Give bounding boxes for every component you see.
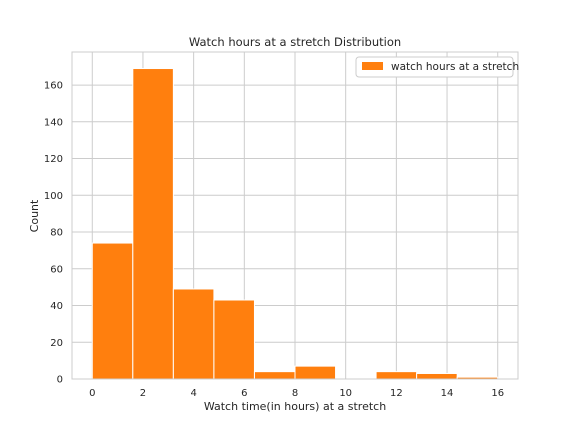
- x-tick-label: 0: [89, 388, 95, 399]
- legend-frame: [355, 56, 514, 78]
- y-tick-label: 20: [50, 338, 63, 349]
- x-tick-label: 10: [339, 388, 352, 399]
- x-tick-label: 4: [190, 388, 196, 399]
- legend: watch hours at a stretch: [355, 56, 519, 78]
- histogram-bars: [91, 68, 499, 380]
- y-tick-label: 80: [50, 228, 63, 239]
- histogram-bar-1: [91, 242, 134, 380]
- legend-swatch: [362, 62, 383, 70]
- y-tick-label: 160: [44, 81, 63, 92]
- y-tick-label: 40: [50, 301, 63, 312]
- histogram-bar-6: [294, 365, 337, 380]
- histogram-bar-8: [375, 371, 418, 380]
- x-tick-label: 16: [491, 388, 504, 399]
- plot-frame: [71, 51, 519, 380]
- y-tick-labels: 0 20 40 60 80 100 120 140 160: [44, 81, 63, 386]
- x-tick-label: 14: [441, 388, 454, 399]
- legend-label: watch hours at a stretch: [391, 61, 519, 73]
- x-axis-label: Watch time(in hours) at a stretch: [204, 400, 386, 413]
- y-tick-label: 120: [44, 154, 63, 165]
- y-tick-label: 60: [50, 264, 63, 275]
- x-tick-label: 8: [292, 388, 298, 399]
- x-tick-label: 12: [390, 388, 403, 399]
- histogram-bar-9: [416, 372, 458, 380]
- x-tick-label: 6: [241, 388, 247, 399]
- x-tick-label: 2: [140, 388, 146, 399]
- grid-lines: [72, 52, 518, 380]
- x-tick-labels: 0 2 4 6 8 10 12 14 16: [89, 388, 504, 399]
- y-axis-label: Count: [28, 199, 41, 232]
- histogram-bar-2: [132, 68, 174, 380]
- histogram-bar-4: [213, 299, 255, 380]
- y-tick-label: 140: [44, 117, 63, 128]
- y-tick-label: 0: [57, 375, 63, 386]
- y-tick-label: 100: [44, 191, 63, 202]
- histogram-bar-3: [172, 288, 215, 380]
- histogram-bar-5: [253, 371, 296, 380]
- chart-title: Watch hours at a stretch Distribution: [189, 35, 401, 49]
